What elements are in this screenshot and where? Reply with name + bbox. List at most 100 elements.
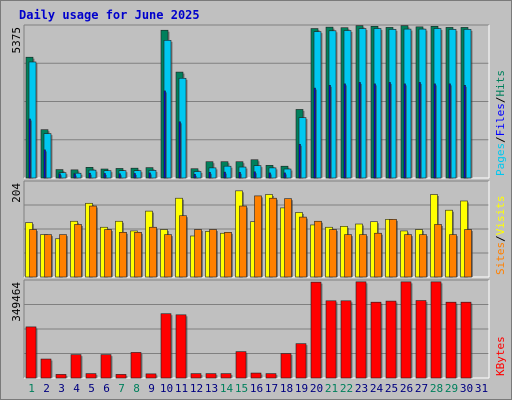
bar-kbytes bbox=[115, 374, 127, 379]
bar-kbytes bbox=[325, 300, 337, 379]
bar-files-shadow bbox=[180, 123, 182, 178]
x-tick-label: 11 bbox=[175, 382, 188, 395]
bar-files-shadow bbox=[120, 175, 122, 178]
bar-kbytes bbox=[295, 343, 307, 379]
x-tick-label: 3 bbox=[58, 382, 65, 395]
bar-files-shadow bbox=[390, 83, 392, 178]
bar-files bbox=[328, 84, 331, 179]
bar-files-shadow bbox=[450, 85, 452, 178]
bar-files bbox=[103, 173, 106, 179]
bar-files bbox=[73, 173, 76, 179]
x-tick-label: 5 bbox=[88, 382, 95, 395]
bar-files-shadow bbox=[225, 173, 227, 178]
bar-kbytes bbox=[25, 326, 37, 379]
bar-kbytes bbox=[130, 352, 142, 379]
bar-sites bbox=[464, 229, 472, 278]
bar-files bbox=[418, 82, 421, 179]
bar-files bbox=[433, 83, 436, 179]
legend: Pages/Files/Hits bbox=[494, 70, 507, 176]
bar-files bbox=[28, 118, 31, 179]
bar-kbytes bbox=[460, 301, 472, 379]
ymax-label: 204 bbox=[10, 183, 23, 203]
legend-entry-kbytes: KBytes bbox=[494, 336, 507, 376]
x-tick-label: 28 bbox=[430, 382, 443, 395]
bar-files-shadow bbox=[30, 120, 32, 178]
legend-entry-files: Files bbox=[494, 103, 507, 136]
bar-kbytes bbox=[85, 373, 97, 379]
bar-files bbox=[58, 173, 61, 179]
bar-sites bbox=[269, 197, 277, 278]
bar-files-shadow bbox=[210, 173, 212, 178]
bar-kbytes bbox=[340, 300, 352, 379]
x-tick-label: 13 bbox=[205, 382, 218, 395]
bar-sites bbox=[179, 215, 187, 278]
bar-kbytes bbox=[430, 281, 442, 379]
bar-sites bbox=[224, 232, 232, 278]
bar-files bbox=[163, 90, 166, 179]
bar-sites bbox=[164, 234, 172, 278]
bar-kbytes bbox=[175, 314, 187, 379]
legend-entry-hits: Hits bbox=[494, 70, 507, 97]
bar-sites bbox=[209, 229, 217, 278]
bar-files-shadow bbox=[345, 85, 347, 178]
bar-sites bbox=[119, 232, 127, 278]
bar-sites bbox=[284, 198, 292, 278]
bar-sites bbox=[329, 229, 337, 278]
bar-kbytes bbox=[415, 300, 427, 379]
bar-files bbox=[118, 173, 121, 179]
bar-sites bbox=[389, 219, 397, 278]
bar-files-shadow bbox=[45, 151, 47, 178]
x-tick-label: 29 bbox=[445, 382, 458, 395]
bar-files bbox=[43, 149, 46, 179]
bar-files-shadow bbox=[90, 174, 92, 178]
x-tick-label: 9 bbox=[148, 382, 155, 395]
bar-files bbox=[148, 172, 151, 179]
x-tick-label: 6 bbox=[103, 382, 110, 395]
bar-files bbox=[223, 171, 226, 179]
bar-sites bbox=[374, 232, 382, 278]
x-tick-label: 1 bbox=[28, 382, 35, 395]
bar-sites bbox=[89, 205, 97, 278]
bar-kbytes bbox=[40, 358, 52, 379]
bar-kbytes bbox=[355, 281, 367, 379]
bar-files bbox=[268, 172, 271, 179]
bar-sites bbox=[404, 234, 412, 278]
bar-files-shadow bbox=[240, 173, 242, 178]
bar-files-shadow bbox=[195, 175, 197, 178]
bar-kbytes bbox=[250, 372, 262, 379]
x-tick-label: 15 bbox=[235, 382, 248, 395]
legend-separator: / bbox=[494, 136, 507, 143]
ymax-label: 5375 bbox=[10, 27, 23, 54]
x-tick-label: 21 bbox=[325, 382, 338, 395]
x-tick-label: 17 bbox=[265, 382, 278, 395]
bar-files-shadow bbox=[135, 175, 137, 178]
bar-files bbox=[373, 83, 376, 179]
x-tick-label: 19 bbox=[295, 382, 308, 395]
bar-files-shadow bbox=[360, 83, 362, 178]
x-tick-label: 8 bbox=[133, 382, 140, 395]
x-tick-label: 31 bbox=[475, 382, 488, 395]
bar-files bbox=[448, 83, 451, 179]
bar-files-shadow bbox=[405, 85, 407, 178]
x-tick-label: 20 bbox=[310, 382, 323, 395]
bar-files bbox=[343, 83, 346, 179]
x-tick-label: 14 bbox=[220, 382, 234, 395]
bar-kbytes bbox=[385, 300, 397, 379]
chart-title: Daily usage for June 2025 bbox=[19, 8, 200, 22]
legend-separator: / bbox=[494, 235, 507, 242]
bar-files bbox=[208, 172, 211, 179]
bar-files-shadow bbox=[420, 83, 422, 178]
x-tick-label: 23 bbox=[355, 382, 368, 395]
bar-files-shadow bbox=[165, 92, 167, 178]
x-tick-label: 25 bbox=[385, 382, 398, 395]
bar-files bbox=[193, 174, 196, 179]
bar-kbytes bbox=[310, 281, 322, 379]
legend-entry-pages: Pages bbox=[494, 143, 507, 176]
bar-kbytes bbox=[190, 373, 202, 379]
bar-files bbox=[238, 172, 241, 179]
bar-sites bbox=[299, 216, 307, 278]
x-tick-label: 27 bbox=[415, 382, 428, 395]
bar-files bbox=[88, 172, 91, 179]
bar-sites bbox=[194, 229, 202, 278]
